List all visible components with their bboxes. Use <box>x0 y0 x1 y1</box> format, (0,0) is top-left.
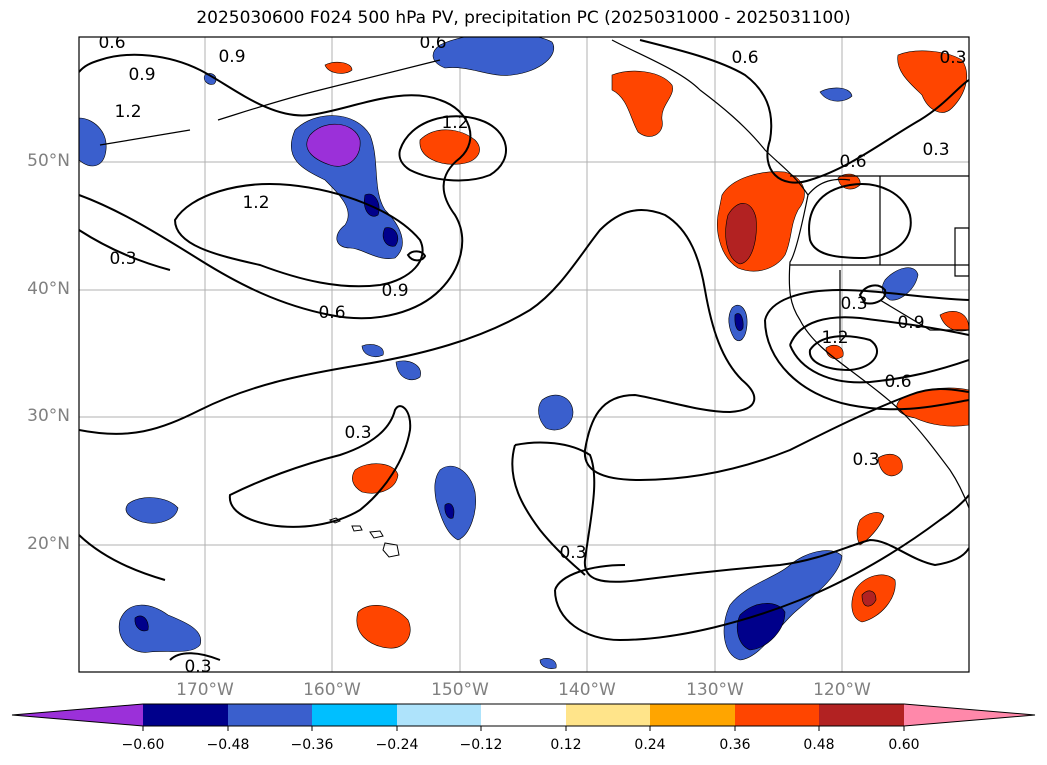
precip-blob <box>382 227 399 247</box>
precip-blob <box>856 512 885 546</box>
colorbar-tick-label: −0.60 <box>121 737 165 753</box>
map-title: 2025030600 F024 500 hPa PV, precipitatio… <box>196 8 851 28</box>
contour-label: 0.6 <box>884 372 911 392</box>
contour-label: 0.3 <box>852 450 879 470</box>
precip-blob <box>734 313 744 331</box>
contour-label: 1.2 <box>821 328 848 348</box>
lat-label-20n: 20°N <box>27 534 70 554</box>
contour-label: 1.2 <box>114 102 141 122</box>
colorbar-tick-label: 0.24 <box>634 737 666 753</box>
contour-label: 0.3 <box>344 423 371 443</box>
contour-label: 1.2 <box>441 113 468 133</box>
colorbar-segment <box>819 704 904 726</box>
lon-label-160w: 160°W <box>303 680 361 700</box>
colorbar-tick-label: −0.12 <box>459 737 503 753</box>
contour-label: 0.3 <box>559 543 586 563</box>
contour-label: 0.3 <box>939 48 966 68</box>
colorbar-segment <box>735 704 819 726</box>
precip-blob <box>395 360 421 381</box>
contour-label: 0.6 <box>98 33 125 53</box>
hawaii-islands <box>328 517 400 558</box>
precip-blob <box>352 463 399 494</box>
precip-blob <box>361 344 384 357</box>
precip-blob <box>538 394 574 431</box>
contour-label: 0.3 <box>109 249 136 269</box>
contour-label: 0.6 <box>839 152 866 172</box>
precip-blob <box>306 123 361 167</box>
map-frame <box>78 36 970 673</box>
contour-label: 0.3 <box>922 140 949 160</box>
colorbar-tick-label: 0.60 <box>888 737 920 753</box>
precip-blob <box>819 87 853 102</box>
precip-blob <box>432 37 554 76</box>
precip-blob <box>364 193 380 217</box>
precipitation-shading <box>79 37 969 669</box>
lat-label-40n: 40°N <box>27 279 70 299</box>
contour-label: 0.6 <box>731 48 758 68</box>
contour-label: 0.9 <box>897 313 924 333</box>
precip-blob <box>434 465 476 541</box>
precip-blob <box>125 497 179 524</box>
precip-blob <box>877 454 903 477</box>
contour-label: 0.3 <box>184 657 211 677</box>
contour-labels: 0.6 0.9 0.9 1.2 1.2 1.2 0.3 0.6 0.9 0.3 … <box>98 33 966 677</box>
contour-label: 0.9 <box>128 65 155 85</box>
precip-blob <box>539 658 557 669</box>
lat-label-50n: 50°N <box>27 151 70 171</box>
colorbar-max-extension <box>904 704 1035 726</box>
colorbar-segment <box>312 704 397 726</box>
contour-label: 0.6 <box>318 303 345 323</box>
contour-label: 1.2 <box>242 193 269 213</box>
lat-label-30n: 30°N <box>27 406 70 426</box>
lon-label-140w: 140°W <box>558 680 616 700</box>
contour-label: 0.6 <box>419 33 446 53</box>
colorbar-segment <box>228 704 312 726</box>
colorbar-tick-label: 0.48 <box>803 737 835 753</box>
lon-label-170w: 170°W <box>176 680 234 700</box>
precip-blob <box>79 117 107 167</box>
colorbar-tick-label: −0.24 <box>375 737 419 753</box>
precip-blob <box>737 603 786 651</box>
lon-label-130w: 130°W <box>686 680 744 700</box>
colorbar-tick-label: 0.12 <box>550 737 582 753</box>
pv-contours <box>79 39 969 661</box>
lon-label-120w: 120°W <box>813 680 871 700</box>
precip-blob <box>611 70 673 137</box>
colorbar-segment <box>143 704 228 726</box>
precip-blob <box>134 615 149 632</box>
precip-blob <box>444 503 455 519</box>
precip-blob <box>939 311 969 332</box>
precip-blob <box>356 605 411 649</box>
colorbar-segment <box>650 704 735 726</box>
lon-label-150w: 150°W <box>431 680 489 700</box>
colorbar-tick-label: −0.36 <box>290 737 334 753</box>
precip-blob <box>725 203 757 265</box>
colorbar-tick-label: 0.36 <box>719 737 751 753</box>
contour-label: 0.3 <box>840 294 867 314</box>
colorbar-min-extension <box>12 704 143 726</box>
colorbar-segment <box>566 704 650 726</box>
colorbar-segment <box>397 704 481 726</box>
precip-blob <box>419 129 480 165</box>
precip-blob <box>324 61 353 74</box>
precip-blob <box>203 73 217 85</box>
precip-blob <box>861 590 877 607</box>
coastlines <box>99 39 969 509</box>
colorbar <box>11 703 1036 731</box>
contour-label: 0.9 <box>381 281 408 301</box>
contour-label: 0.9 <box>218 47 245 67</box>
colorbar-tick-label: −0.48 <box>206 737 250 753</box>
colorbar-segment <box>481 704 566 726</box>
